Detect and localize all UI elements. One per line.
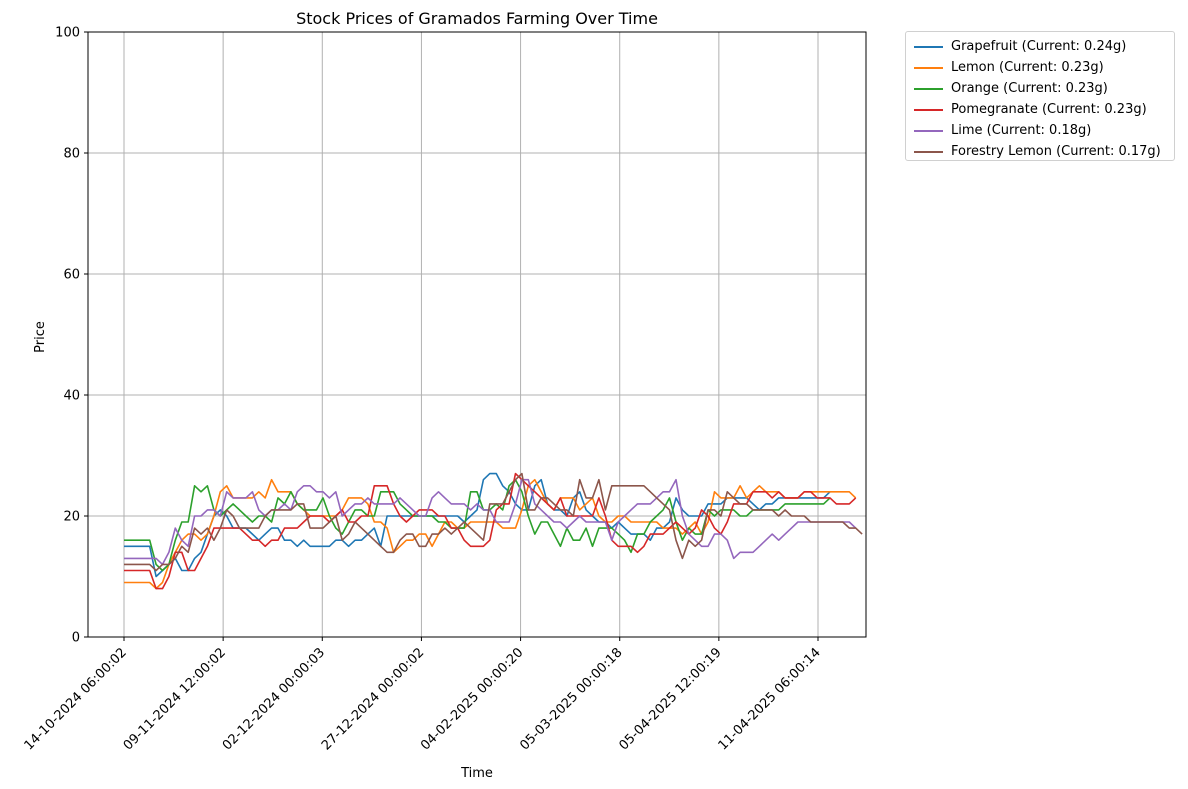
y-axis-label: Price	[33, 321, 48, 353]
legend-label: Grapefruit (Current: 0.24g)	[951, 39, 1127, 54]
x-tick-label: 14-10-2024 06:00:02	[22, 645, 130, 753]
series-line-0	[124, 472, 831, 578]
x-tick-label: 27-12-2024 00:00:02	[319, 645, 427, 753]
x-tick-label: 02-12-2024 00:00:03	[220, 645, 328, 753]
y-tick-label: 0	[72, 631, 80, 646]
legend-item: Orange (Current: 0.23g)	[914, 78, 1174, 99]
legend-item: Pomegranate (Current: 0.23g)	[914, 99, 1174, 120]
series-lines	[124, 472, 863, 590]
legend-swatch	[914, 150, 943, 153]
legend-item: Grapefruit (Current: 0.24g)	[914, 36, 1174, 57]
plot-frame	[87, 31, 867, 638]
legend: Grapefruit (Current: 0.24g) Lemon (Curren…	[905, 31, 1175, 161]
x-tick-label: 11-04-2025 06:00:14	[716, 645, 824, 753]
y-tick-label: 40	[63, 389, 80, 404]
series-line-4	[124, 478, 857, 566]
series-line-3	[124, 472, 857, 590]
x-axis-label: Time	[460, 766, 493, 781]
legend-item: Lime (Current: 0.18g)	[914, 120, 1174, 141]
x-tick-label: 04-02-2025 00:00:20	[418, 645, 526, 753]
legend-swatch	[914, 108, 943, 111]
legend-swatch	[914, 66, 943, 69]
chart-title: Stock Prices of Gramados Farming Over Ti…	[296, 9, 658, 28]
y-tick-label: 60	[63, 268, 80, 283]
x-tick-label: 05-03-2025 00:00:18	[517, 645, 625, 753]
legend-label: Orange (Current: 0.23g)	[951, 81, 1108, 96]
legend-label: Lime (Current: 0.18g)	[951, 123, 1092, 138]
y-tick-label: 80	[63, 147, 80, 162]
y-axis-ticks: 0 20 40 60 80 100	[55, 26, 88, 646]
legend-label: Lemon (Current: 0.23g)	[951, 60, 1104, 75]
y-tick-label: 20	[63, 510, 80, 525]
series-line-5	[124, 472, 863, 572]
x-tick-label: 09-11-2024 12:00:02	[121, 645, 229, 753]
legend-item: Forestry Lemon (Current: 0.17g)	[914, 141, 1174, 162]
legend-swatch	[914, 45, 943, 48]
legend-label: Forestry Lemon (Current: 0.17g)	[951, 144, 1161, 159]
legend-label: Pomegranate (Current: 0.23g)	[951, 102, 1147, 117]
legend-swatch	[914, 87, 943, 90]
x-tick-label: 05-04-2025 12:00:19	[616, 645, 724, 753]
series-line-2	[124, 478, 831, 572]
legend-item: Lemon (Current: 0.23g)	[914, 57, 1174, 78]
y-tick-label: 100	[55, 26, 80, 41]
legend-swatch	[914, 129, 943, 132]
series-line-1	[124, 478, 857, 590]
